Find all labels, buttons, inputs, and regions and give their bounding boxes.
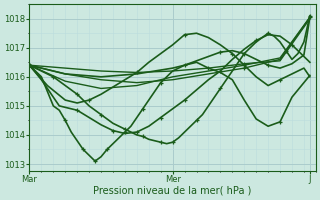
X-axis label: Pression niveau de la mer( hPa ): Pression niveau de la mer( hPa ) [93,186,252,196]
